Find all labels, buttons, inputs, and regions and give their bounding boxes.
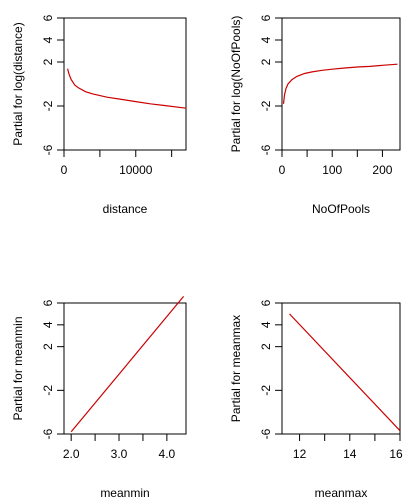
x-tick-label: 14 (343, 447, 357, 461)
y-axis-title: Partial for log(NoOfPools) (229, 16, 243, 153)
y-tick-label: -6 (259, 428, 273, 439)
y-tick-label: -2 (259, 385, 273, 396)
panel-noofpools: -6 -2 2 4 6 0 100 200 NoOfPools Partial for log(N… (229, 14, 401, 216)
x-tick-label: 10000 (119, 163, 153, 177)
x-tick-label: 12 (293, 447, 307, 461)
x-tick-label: 16 (389, 447, 403, 461)
y-tick-label: 2 (41, 58, 55, 65)
x-tick-label: 2.0 (63, 447, 80, 461)
y-tick-label: 6 (259, 299, 273, 306)
x-tick-label: 200 (372, 163, 392, 177)
y-tick-label: 2 (41, 343, 55, 350)
x-tick-label: 3.0 (111, 447, 128, 461)
x-tick-label: 100 (322, 163, 342, 177)
y-tick-label: -6 (41, 144, 55, 155)
x-axis-title: NoOfPools (312, 202, 370, 216)
y-tick-label: -2 (259, 100, 273, 111)
series-line (70, 296, 185, 433)
y-tick-label: -2 (41, 100, 55, 111)
y-tick-label: -6 (41, 428, 55, 439)
y-tick-label: 2 (259, 343, 273, 350)
plot-frame (281, 302, 401, 435)
plot-frame (281, 17, 401, 151)
x-tick-label: 0 (61, 163, 68, 177)
series-line (289, 313, 401, 432)
x-tick-label: 0 (279, 163, 286, 177)
y-tick-label: 4 (41, 36, 55, 43)
y-tick-label: 4 (259, 36, 273, 43)
y-tick-label: 4 (41, 321, 55, 328)
y-tick-label: 4 (259, 321, 273, 328)
panel-distance: -6 -2 2 4 6 0 10000 distance Partial for log(dis… (11, 14, 187, 216)
y-axis-title: Partial for log(distance) (11, 22, 25, 145)
y-tick-label: -6 (259, 144, 273, 155)
x-axis-title: distance (103, 202, 148, 216)
y-tick-label: 6 (41, 14, 55, 21)
plot-frame (63, 17, 187, 151)
y-tick-label: -2 (41, 385, 55, 396)
y-axis-title: Partial for meanmax (229, 315, 243, 422)
series-line (282, 63, 398, 104)
y-tick-label: 6 (41, 299, 55, 306)
plot-frame (63, 302, 187, 435)
x-tick-label: 4.0 (159, 447, 176, 461)
y-tick-label: 6 (259, 14, 273, 21)
x-axis-title: meanmin (100, 486, 149, 500)
panel-meanmin: -6 -2 2 4 6 2.0 3.0 4.0 meanmin Partial for meanm… (11, 296, 187, 500)
x-axis-title: meanmax (315, 486, 368, 500)
panel-meanmax: -6 -2 2 4 6 12 14 16 meanmax Partial for meanmax (229, 299, 403, 500)
y-tick-label: 2 (259, 58, 273, 65)
series-line (67, 68, 187, 109)
y-axis-title: Partial for meanmin (11, 316, 25, 420)
